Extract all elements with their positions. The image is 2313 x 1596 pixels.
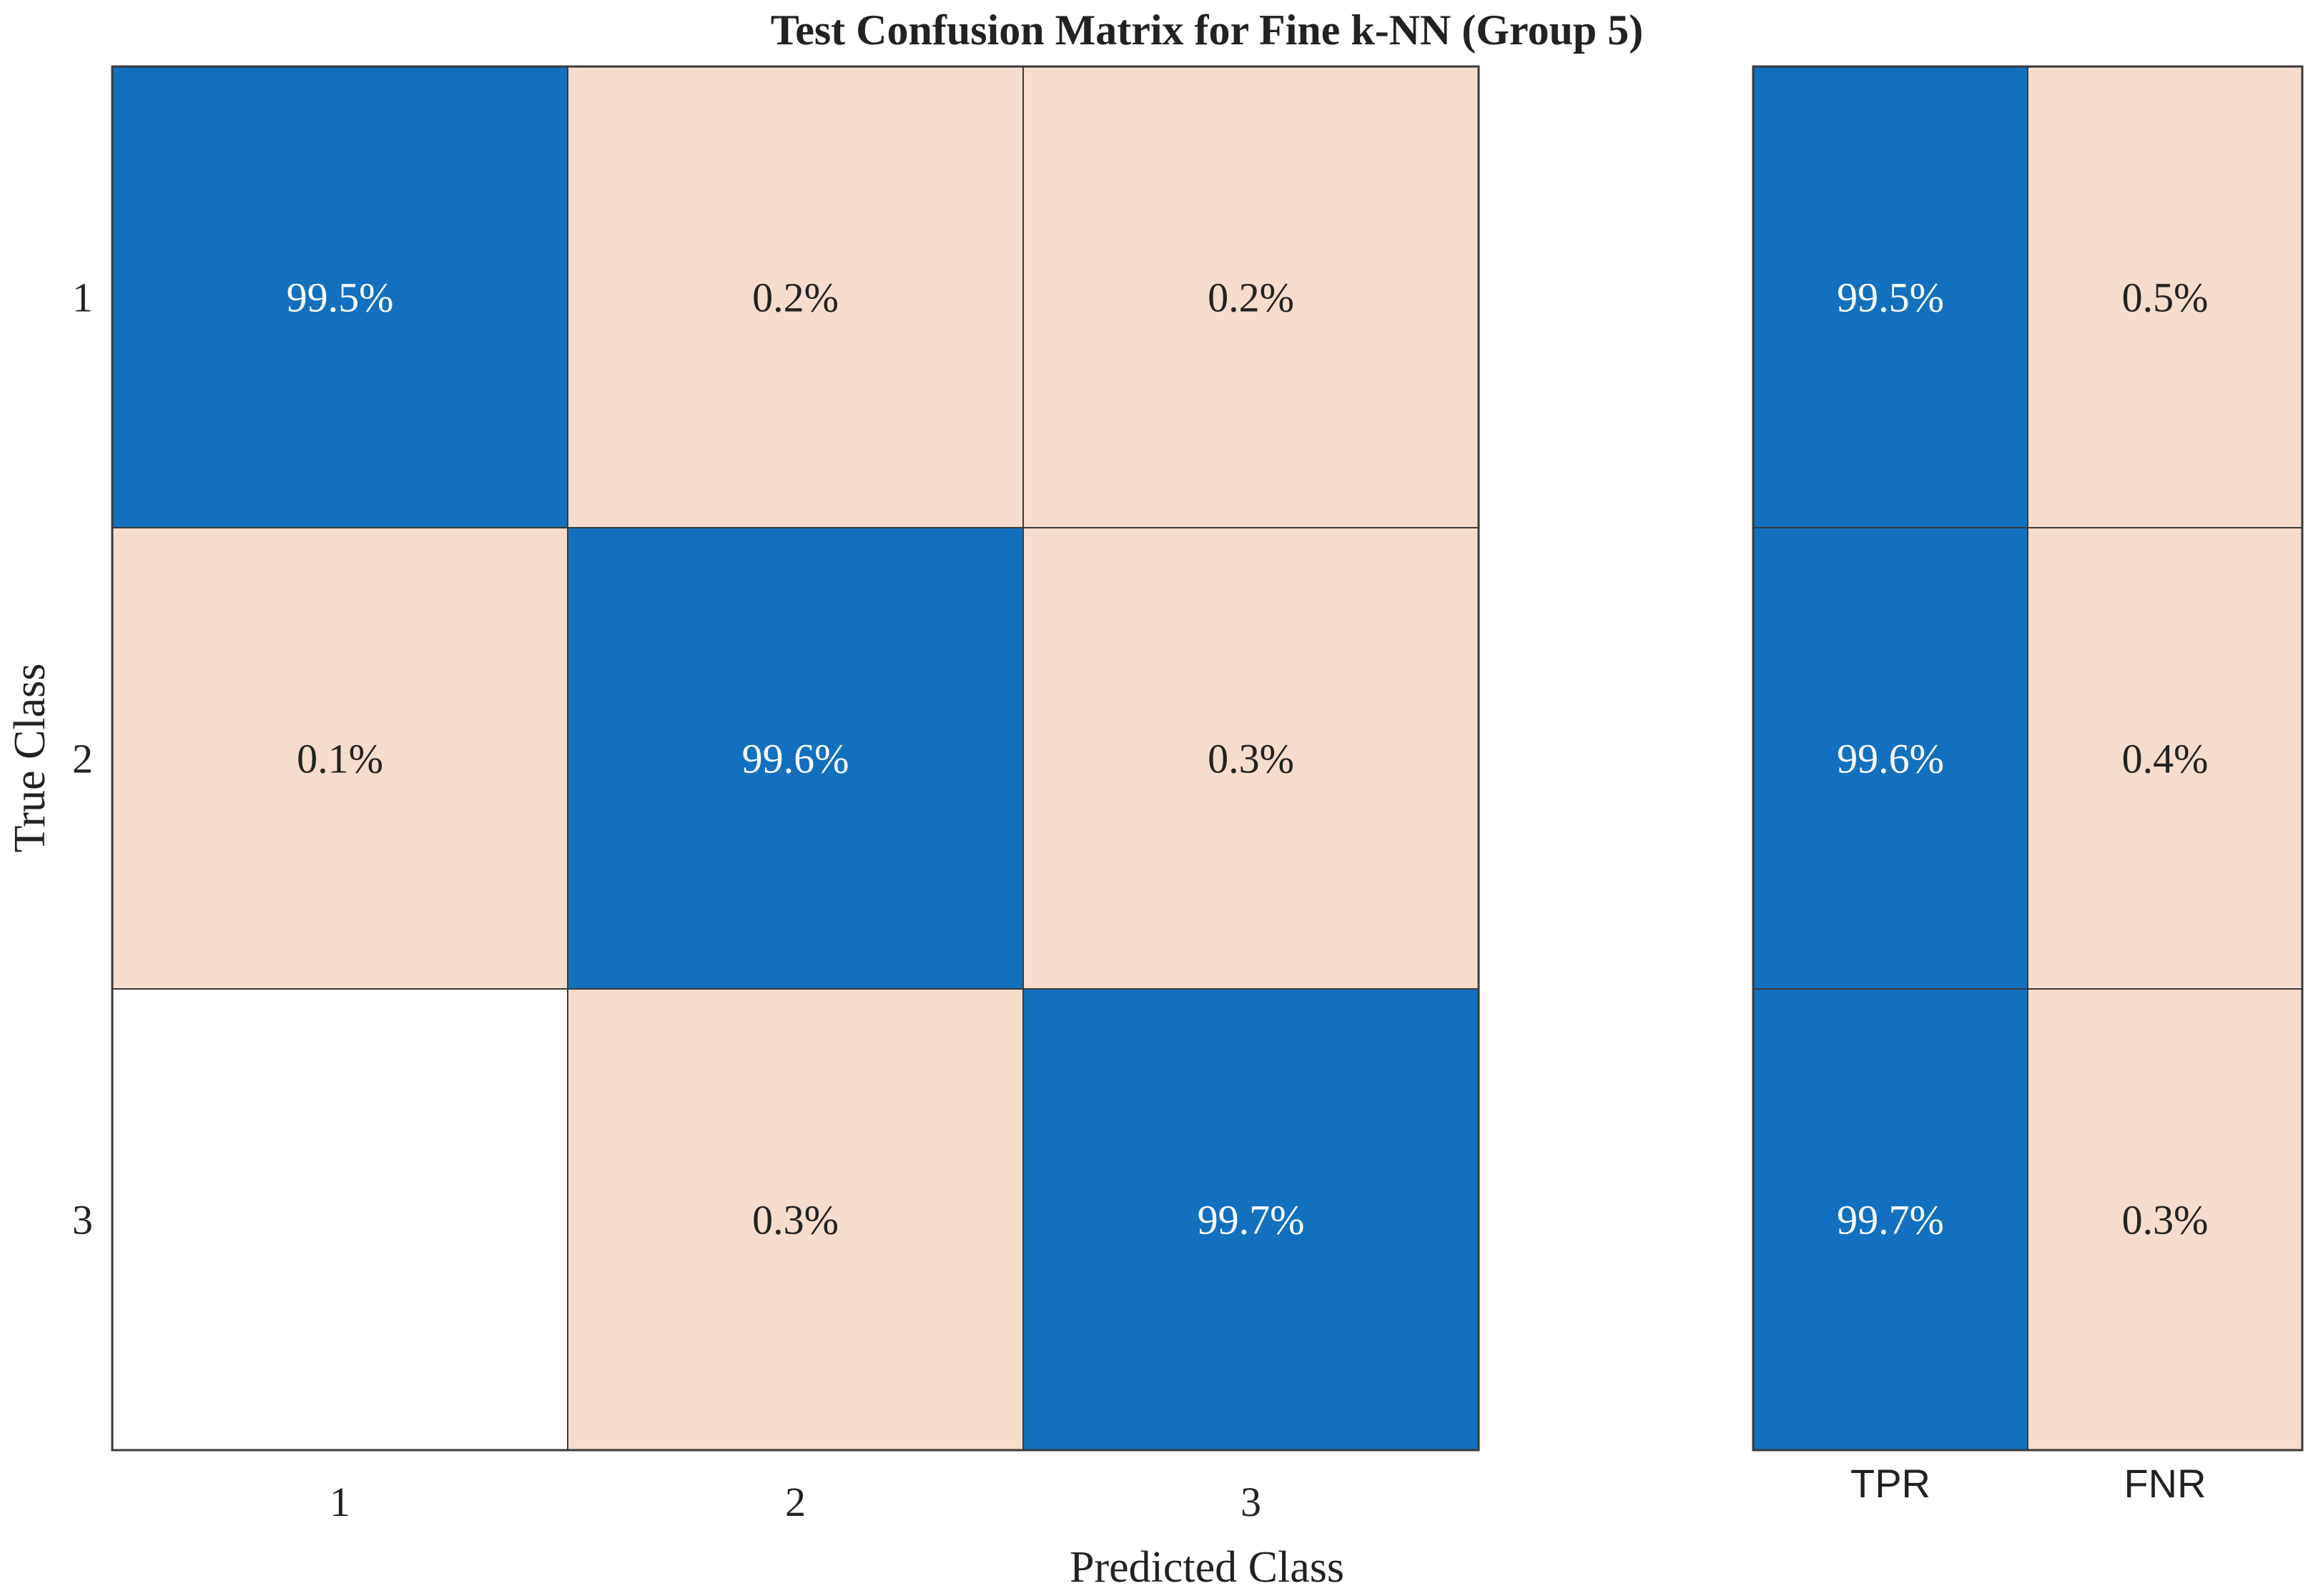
- summary-tick-label-tpr: TPR: [1850, 1461, 1930, 1506]
- matrix-cell-value-r2-c1: 0.1%: [297, 736, 383, 782]
- matrix-cell-value-r3-c2: 0.3%: [752, 1197, 839, 1243]
- y-axis-label: True Class: [6, 664, 54, 853]
- matrix-cell-value-r1-c3: 0.2%: [1208, 275, 1294, 321]
- matrix-cell-value-r1-c1: 99.5%: [287, 275, 394, 321]
- matrix-cell-value-r1-c2: 0.2%: [752, 275, 839, 321]
- summary-tick-labels: TPR FNR: [1850, 1461, 2206, 1506]
- tpr-fnr-summary-panel: 99.5% 0.5% 99.6% 0.4% 99.7% 0.3%: [1752, 65, 2304, 1452]
- column-tick-label-3: 3: [1241, 1479, 1261, 1525]
- matrix-cell-r2-c3: [1022, 527, 1479, 990]
- matrix-cell-value-r2-c2: 99.6%: [742, 736, 849, 782]
- fnr-value-row-2: 0.4%: [2122, 736, 2209, 782]
- tpr-value-row-2: 99.6%: [1837, 736, 1944, 782]
- matrix-cell-value-r3-c3: 99.7%: [1198, 1197, 1305, 1243]
- tpr-cell-row-1: [1752, 66, 2028, 528]
- confusion-matrix: 99.5% 0.2% 0.2% 0.1% 99.6% 0.3% 0.3% 99.7%: [111, 65, 1480, 1452]
- matrix-cell-r2-c2: [567, 527, 1024, 990]
- matrix-cell-r3-c3: [1022, 988, 1479, 1451]
- fnr-value-row-3: 0.3%: [2122, 1197, 2209, 1243]
- column-tick-label-2: 2: [785, 1479, 806, 1525]
- row-tick-labels: 1 2 3: [72, 275, 93, 1243]
- chart-title: Test Confusion Matrix for Fine k-NN (Gro…: [771, 6, 1644, 54]
- tpr-value-row-1: 99.5%: [1837, 275, 1944, 321]
- matrix-cell-r1-c1: [112, 66, 568, 528]
- column-tick-label-1: 1: [330, 1479, 350, 1525]
- summary-tick-label-fnr: FNR: [2124, 1461, 2206, 1506]
- matrix-cell-r1-c2: [567, 66, 1024, 528]
- row-tick-label-3: 3: [72, 1197, 93, 1243]
- x-axis-label: Predicted Class: [1070, 1543, 1344, 1592]
- fnr-cell-row-2: [2027, 527, 2303, 990]
- fnr-cell-row-3: [2027, 988, 2303, 1451]
- tpr-cell-row-2: [1752, 527, 2028, 990]
- summary-border: [1752, 65, 2304, 1452]
- column-tick-labels: 1 2 3: [330, 1479, 1261, 1525]
- fnr-cell-row-1: [2027, 66, 2303, 528]
- matrix-cell-r3-c2: [567, 988, 1024, 1451]
- tpr-cell-row-3: [1752, 988, 2028, 1451]
- matrix-border: [111, 65, 1480, 1452]
- fnr-value-row-1: 0.5%: [2122, 275, 2209, 321]
- tpr-value-row-3: 99.7%: [1837, 1197, 1944, 1243]
- matrix-cell-r2-c1: [112, 527, 568, 990]
- row-tick-label-1: 1: [72, 275, 93, 321]
- row-tick-label-2: 2: [72, 736, 93, 782]
- matrix-cell-value-r2-c3: 0.3%: [1208, 736, 1294, 782]
- matrix-cell-r3-c1: [112, 988, 568, 1451]
